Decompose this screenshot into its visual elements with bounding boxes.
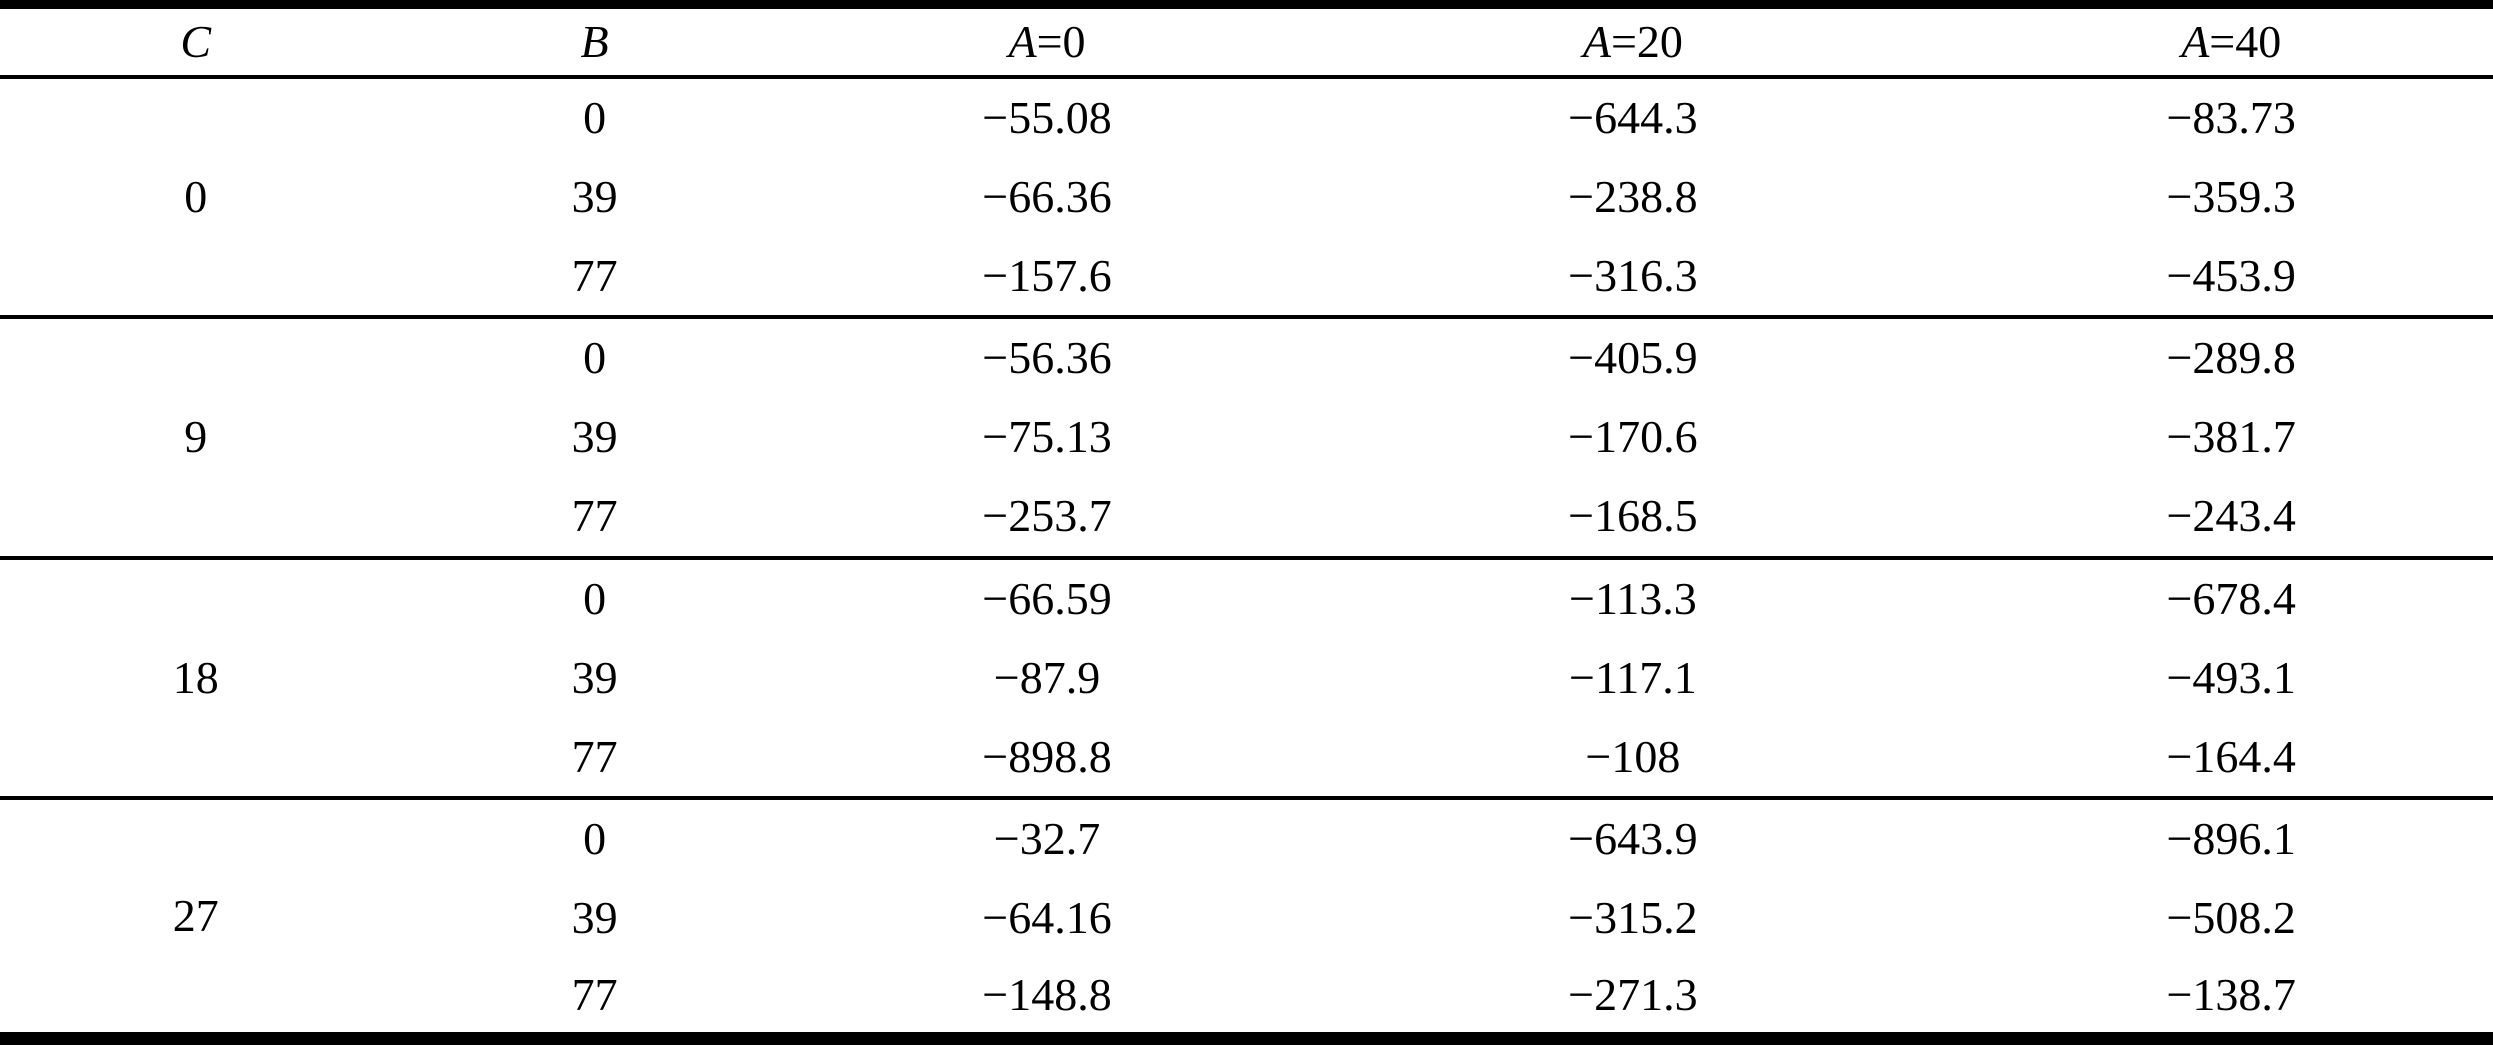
group-c18: 18 0 −66.59 −113.3 −678.4 39 −87.9 −117.… bbox=[0, 557, 2493, 799]
a20-value-cell: −315.2 bbox=[1568, 892, 1698, 944]
a0-value-cell: −157.6 bbox=[982, 249, 1112, 301]
b-value-cell: 77 bbox=[571, 249, 618, 301]
a20-value-cell: −238.8 bbox=[1568, 170, 1698, 222]
group-c27: 27 0 −32.7 −643.9 −896.1 39 −64.16 −315.… bbox=[0, 798, 2493, 1039]
a0-value-cell: −56.36 bbox=[982, 332, 1112, 384]
a0-value-cell: −253.7 bbox=[982, 490, 1112, 542]
a40-value-cell: −289.8 bbox=[2166, 332, 2296, 384]
a0-value-cell: −55.08 bbox=[982, 91, 1112, 143]
b-value-cell: 39 bbox=[571, 170, 618, 222]
b-value-cell: 0 bbox=[583, 572, 607, 624]
b-value-cell: 39 bbox=[571, 411, 618, 463]
col-header-a20-var: A bbox=[1582, 15, 1611, 67]
a0-value-cell: −148.8 bbox=[982, 969, 1112, 1021]
a40-value-cell: −359.3 bbox=[2166, 170, 2296, 222]
b-value-cell: 39 bbox=[571, 892, 618, 944]
b-value-cell: 0 bbox=[583, 332, 607, 384]
col-header-b: B bbox=[391, 5, 797, 77]
table-row: 39 −64.16 −315.2 −508.2 bbox=[0, 878, 2493, 958]
col-header-c: C bbox=[0, 5, 391, 77]
c-value-cell: 0 bbox=[184, 170, 208, 222]
group-c0: 0 0 −55.08 −644.3 −83.73 39 −66.36 −238.… bbox=[0, 76, 2493, 318]
col-header-a0-eq: =0 bbox=[1036, 15, 1086, 67]
a20-value-cell: −117.1 bbox=[1569, 651, 1697, 703]
table-row: 39 −66.36 −238.8 −359.3 bbox=[0, 157, 2493, 237]
c-value-cell: 18 bbox=[172, 651, 219, 703]
a40-value-cell: −678.4 bbox=[2166, 572, 2296, 624]
col-header-a0: A=0 bbox=[798, 5, 1297, 77]
a40-value-cell: −493.1 bbox=[2166, 651, 2296, 703]
a20-value-cell: −271.3 bbox=[1568, 969, 1698, 1021]
a40-value-cell: −164.4 bbox=[2166, 730, 2296, 782]
col-header-a40: A=40 bbox=[1969, 5, 2493, 77]
a20-value-cell: −644.3 bbox=[1568, 91, 1698, 143]
table-row: 18 0 −66.59 −113.3 −678.4 bbox=[0, 558, 2493, 700]
b-value-cell: 77 bbox=[571, 730, 618, 782]
a40-value-cell: −243.4 bbox=[2166, 490, 2296, 542]
a40-value-cell: −83.73 bbox=[2166, 91, 2296, 143]
table-row: 9 0 −56.36 −405.9 −289.8 bbox=[0, 317, 2493, 460]
a0-value-cell: −64.16 bbox=[982, 892, 1112, 944]
a20-value-cell: −108 bbox=[1585, 730, 1681, 782]
a40-value-cell: −896.1 bbox=[2166, 813, 2296, 865]
a0-value-cell: −75.13 bbox=[982, 411, 1112, 463]
a20-value-cell: −316.3 bbox=[1568, 249, 1698, 301]
col-header-a0-var: A bbox=[1008, 15, 1037, 67]
table-row: 27 0 −32.7 −643.9 −896.1 bbox=[0, 798, 2493, 939]
table-header: C B A=0 A=20 A=40 bbox=[0, 5, 2493, 77]
table-row: 77 −157.6 −316.3 −453.9 bbox=[0, 237, 2493, 317]
a20-value-cell: −643.9 bbox=[1568, 813, 1698, 865]
a40-value-cell: −381.7 bbox=[2166, 411, 2296, 463]
a20-value-cell: −170.6 bbox=[1568, 411, 1698, 463]
a20-value-cell: −405.9 bbox=[1568, 332, 1698, 384]
table-row: 77 −898.8 −108 −164.4 bbox=[0, 718, 2493, 798]
b-value-cell: 77 bbox=[571, 969, 618, 1021]
col-header-a40-var: A bbox=[2181, 15, 2210, 67]
col-header-a20-eq: =20 bbox=[1610, 15, 1683, 67]
table-row: 39 −75.13 −170.6 −381.7 bbox=[0, 397, 2493, 477]
table-row: 39 −87.9 −117.1 −493.1 bbox=[0, 638, 2493, 718]
col-header-b-label: B bbox=[580, 15, 609, 67]
b-value-cell: 0 bbox=[583, 91, 607, 143]
b-value-cell: 77 bbox=[571, 490, 618, 542]
a0-value-cell: −66.59 bbox=[982, 572, 1112, 624]
table-row: 0 0 −55.08 −644.3 −83.73 bbox=[0, 77, 2493, 219]
a40-value-cell: −138.7 bbox=[2166, 969, 2296, 1021]
a40-value-cell: −453.9 bbox=[2166, 249, 2296, 301]
a0-value-cell: −66.36 bbox=[982, 170, 1112, 222]
b-value-cell: 0 bbox=[583, 813, 607, 865]
a0-value-cell: −32.7 bbox=[993, 813, 1101, 865]
a0-value-cell: −898.8 bbox=[982, 730, 1112, 782]
a20-value-cell: −113.3 bbox=[1569, 572, 1697, 624]
col-header-a20: A=20 bbox=[1296, 5, 1969, 77]
table-row: 77 −148.8 −271.3 −138.7 bbox=[0, 958, 2493, 1038]
b-value-cell: 39 bbox=[571, 651, 618, 703]
group-c9: 9 0 −56.36 −405.9 −289.8 39 −75.13 −170.… bbox=[0, 317, 2493, 558]
col-header-a40-eq: =40 bbox=[2209, 15, 2282, 67]
a20-value-cell: −168.5 bbox=[1568, 490, 1698, 542]
a0-value-cell: −87.9 bbox=[993, 651, 1101, 703]
c-value-cell: 27 bbox=[172, 890, 219, 941]
col-header-c-label: C bbox=[180, 15, 212, 67]
table-row: 77 −253.7 −168.5 −243.4 bbox=[0, 477, 2493, 557]
a40-value-cell: −508.2 bbox=[2166, 892, 2296, 944]
c-value-cell: 9 bbox=[184, 411, 208, 463]
header-row: C B A=0 A=20 A=40 bbox=[0, 5, 2493, 77]
